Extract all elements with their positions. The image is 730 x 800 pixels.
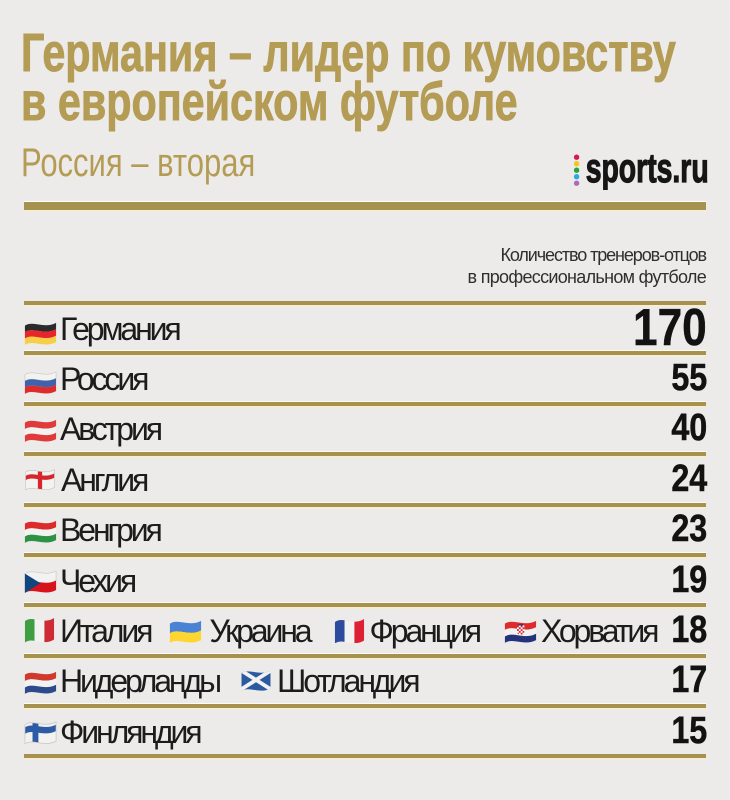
svg-text:sports.ru: sports.ru — [586, 145, 709, 190]
